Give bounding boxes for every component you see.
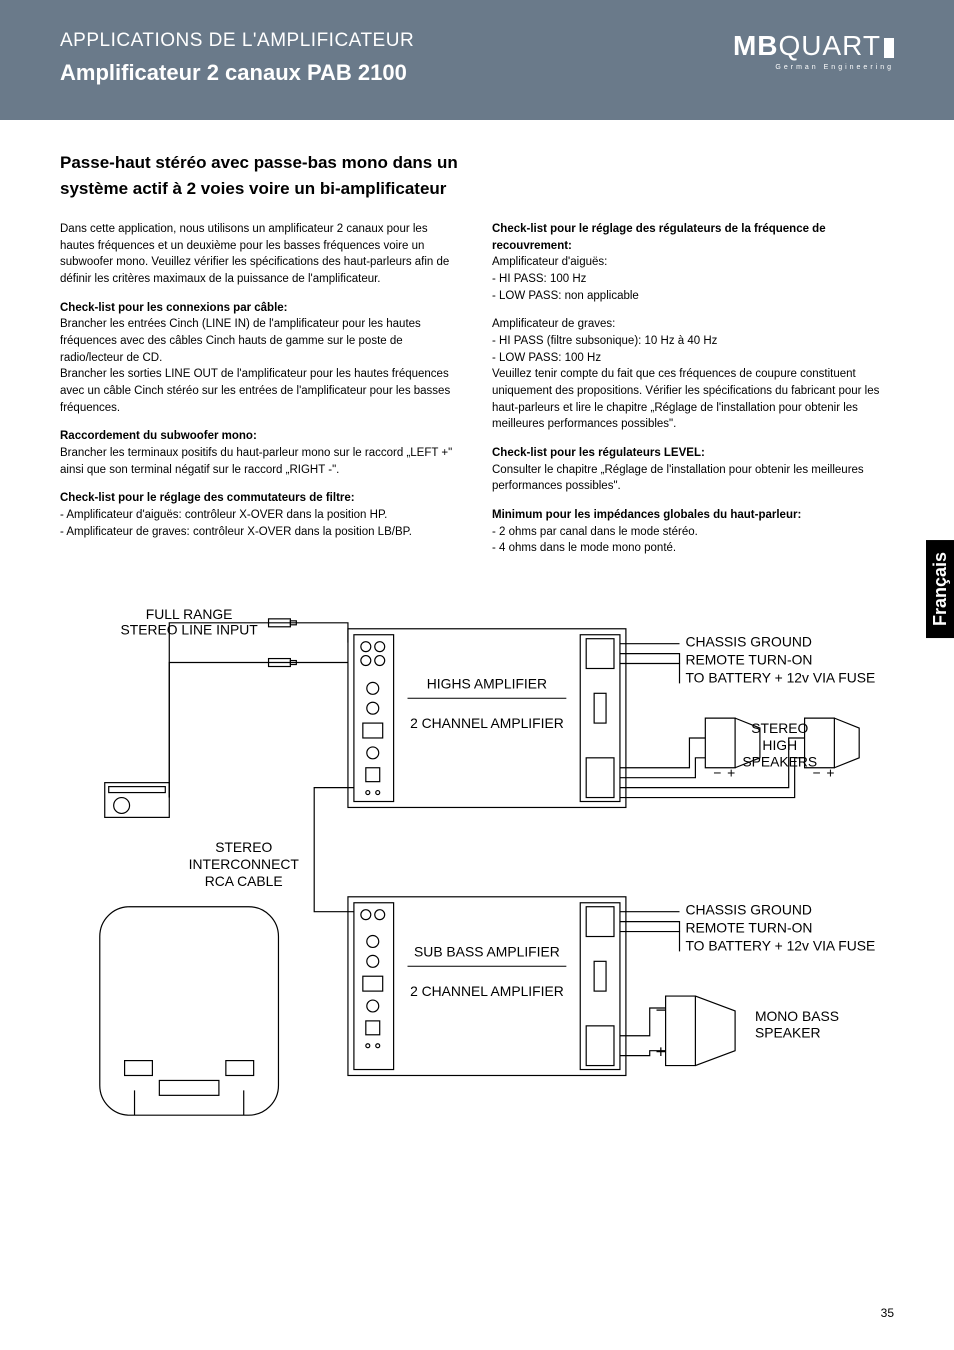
label-sub-bass: SUB BASS AMPLIFIER <box>414 943 560 959</box>
left-para-2: Brancher les sorties LINE OUT de l'ampli… <box>60 368 450 413</box>
page-content: Passe-haut stéréo avec passe-bas mono da… <box>0 120 954 1140</box>
right-heading-2: Check-list pour les régulateurs LEVEL: <box>492 447 705 459</box>
label-interconnect-2: INTERCONNECT <box>189 856 300 872</box>
label-2ch-2: 2 CHANNEL AMPLIFIER <box>410 983 564 999</box>
intro-text: Dans cette application, nous utilisons u… <box>60 221 462 288</box>
label-chassis-1: CHASSIS GROUND <box>685 634 811 650</box>
right-bullet-1: - HI PASS: 100 Hz <box>492 273 586 285</box>
label-battery-2: TO BATTERY + 12v VIA FUSE <box>685 938 875 954</box>
right-bullet-5: - 2 ohms par canal dans le mode stéréo. <box>492 526 698 538</box>
brand-logo: MBQUART German Engineering <box>733 30 894 71</box>
logo-square-icon <box>884 38 894 58</box>
logo-subtitle: German Engineering <box>733 64 894 71</box>
label-stereo-high-1: STEREO <box>751 720 808 736</box>
label-remote-1: REMOTE TURN-ON <box>685 652 812 668</box>
logo-light: QUART <box>779 30 882 61</box>
right-para-2: Amplificateur de graves: <box>492 318 615 330</box>
header-kicker: APPLICATIONS DE L'AMPLIFICATEUR <box>60 30 414 52</box>
svg-text:−: − <box>713 765 721 781</box>
label-mono-bass-2: SPEAKER <box>755 1025 821 1041</box>
svg-text:+: + <box>727 765 735 781</box>
right-bullet-3: - HI PASS (filtre subsonique): 10 Hz à 4… <box>492 335 717 347</box>
label-2ch-1: 2 CHANNEL AMPLIFIER <box>410 715 564 731</box>
left-bullet-1: - Amplificateur d'aiguës: contrôleur X-O… <box>60 509 387 521</box>
header-title: Amplificateur 2 canaux PAB 2100 <box>60 60 414 86</box>
language-tab: Français <box>926 540 954 638</box>
label-interconnect-3: RCA CABLE <box>205 873 283 889</box>
svg-text:+: + <box>656 1042 666 1062</box>
right-para-4: Consulter le chapitre „Réglage de l'inst… <box>492 464 864 493</box>
column-right: Check-list pour le réglage des régulateu… <box>492 221 894 569</box>
label-interconnect-1: STEREO <box>215 839 272 855</box>
left-heading-3: Check-list pour le réglage des commutate… <box>60 492 355 504</box>
page-number: 35 <box>881 1306 894 1320</box>
label-remote-2: REMOTE TURN-ON <box>685 920 812 936</box>
label-chassis-2: CHASSIS GROUND <box>685 902 811 918</box>
left-para-1: Brancher les entrées Cinch (LINE IN) de … <box>60 318 421 363</box>
right-para-3: Veuillez tenir compte du fait que ces fr… <box>492 368 879 430</box>
logo-bold: MB <box>733 30 779 61</box>
label-mono-bass-1: MONO BASS <box>755 1008 839 1024</box>
label-stereo-high-2: HIGH <box>762 737 797 753</box>
left-para-3: Brancher les terminaux positifs du haut-… <box>60 447 452 476</box>
section-title: Passe-haut stéréo avec passe-bas mono da… <box>60 150 460 201</box>
page-header: APPLICATIONS DE L'AMPLIFICATEUR Amplific… <box>0 0 954 120</box>
svg-text:−: − <box>656 1000 666 1020</box>
left-bullet-2: - Amplificateur de graves: contrôleur X-… <box>60 526 412 538</box>
label-battery-1: TO BATTERY + 12v VIA FUSE <box>685 669 875 685</box>
left-heading-2: Raccordement du subwoofer mono: <box>60 430 257 442</box>
label-stereo-high-3: SPEAKERS <box>742 754 817 770</box>
column-left: Dans cette application, nous utilisons u… <box>60 221 462 569</box>
wiring-diagram: − + − + − + <box>60 599 894 1140</box>
label-highs-amp: HIGHS AMPLIFIER <box>427 675 547 691</box>
right-bullet-6: - 4 ohms dans le mode mono ponté. <box>492 542 676 554</box>
text-columns: Dans cette application, nous utilisons u… <box>60 221 894 569</box>
header-text: APPLICATIONS DE L'AMPLIFICATEUR Amplific… <box>60 30 414 86</box>
right-para-1: Amplificateur d'aiguës: <box>492 256 607 268</box>
label-full-range: FULL RANGE <box>146 606 233 622</box>
right-bullet-4: - LOW PASS: 100 Hz <box>492 352 601 364</box>
svg-text:+: + <box>826 765 834 781</box>
label-stereo-line: STEREO LINE INPUT <box>121 622 259 638</box>
right-heading-1: Check-list pour le réglage des régulateu… <box>492 223 826 252</box>
left-heading-1: Check-list pour les connexions par câble… <box>60 302 288 314</box>
right-bullet-2: - LOW PASS: non applicable <box>492 290 639 302</box>
diagram-svg: − + − + − + <box>70 599 884 1135</box>
logo-text: MBQUART <box>733 30 894 62</box>
right-heading-3: Minimum pour les impédances globales du … <box>492 509 801 521</box>
